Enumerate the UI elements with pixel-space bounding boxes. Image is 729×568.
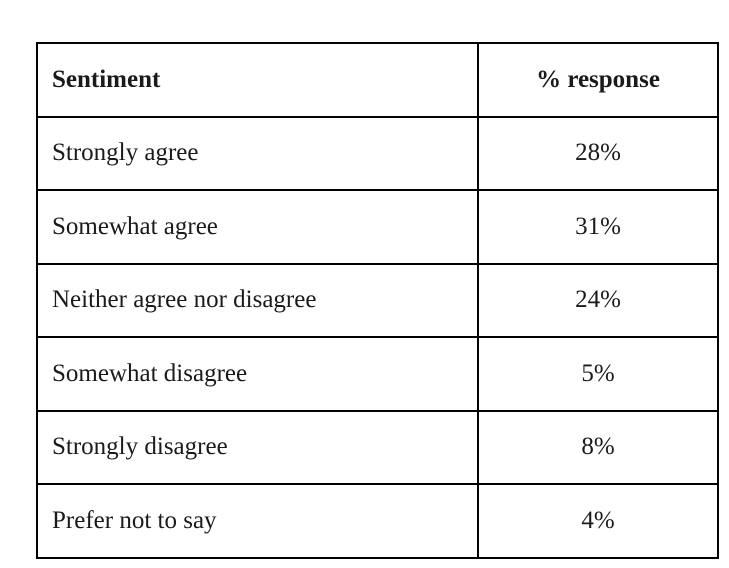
- table-row: Somewhat disagree 5%: [36, 336, 719, 412]
- table-row: Somewhat agree 31%: [36, 189, 719, 265]
- cell-response: 4%: [477, 483, 719, 559]
- cell-response: 5%: [477, 336, 719, 412]
- header-row: Sentiment % response: [36, 42, 719, 118]
- cell-sentiment: Somewhat disagree: [36, 336, 479, 412]
- cell-response: 31%: [477, 189, 719, 265]
- cell-sentiment: Strongly disagree: [36, 409, 479, 485]
- cell-sentiment: Prefer not to say: [36, 483, 479, 559]
- header-response: % response: [477, 42, 719, 118]
- cell-sentiment: Strongly agree: [36, 115, 479, 191]
- cell-response: 8%: [477, 409, 719, 485]
- table-row: Neither agree nor disagree 24%: [36, 262, 719, 338]
- sentiment-table: Sentiment % response Strongly agree 28% …: [36, 42, 719, 559]
- table-row: Strongly disagree 8%: [36, 409, 719, 485]
- cell-sentiment: Neither agree nor disagree: [36, 262, 479, 338]
- cell-response: 24%: [477, 262, 719, 338]
- header-sentiment: Sentiment: [36, 42, 479, 118]
- cell-response: 28%: [477, 115, 719, 191]
- table-row: Prefer not to say 4%: [36, 483, 719, 559]
- cell-sentiment: Somewhat agree: [36, 189, 479, 265]
- sentiment-table-container: Sentiment % response Strongly agree 28% …: [36, 42, 719, 559]
- table-row: Strongly agree 28%: [36, 115, 719, 191]
